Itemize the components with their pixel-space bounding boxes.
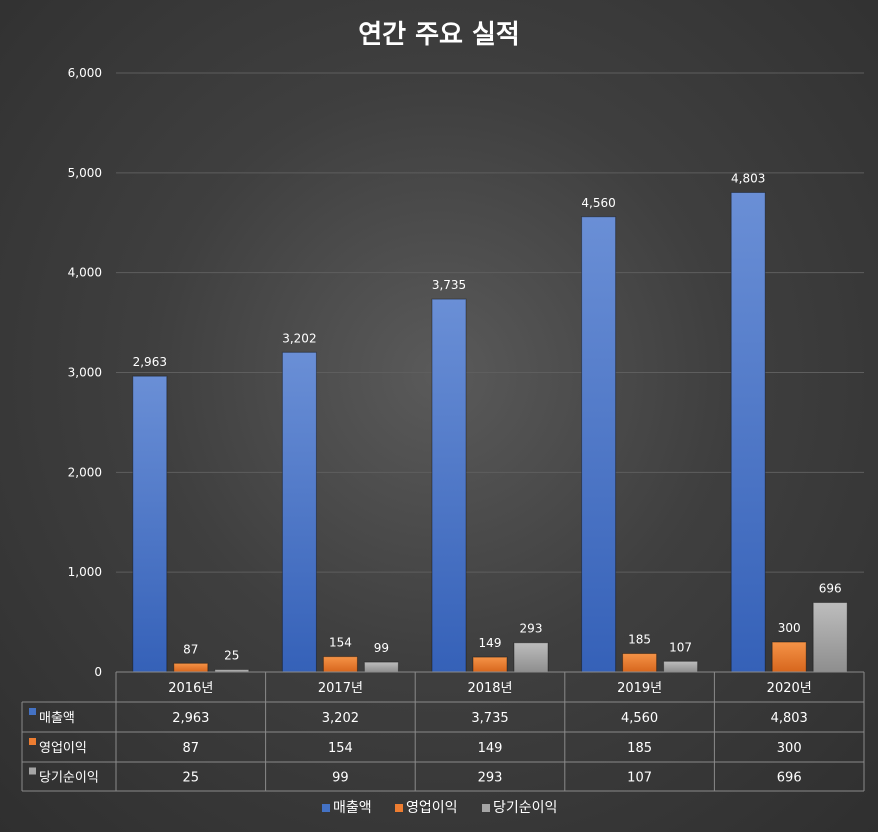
legend-key-net-income xyxy=(482,804,490,812)
table-legend-key-operating-profit xyxy=(29,738,36,745)
table-series-name-sales: 매출액 xyxy=(39,711,75,726)
chart-title: 연간 주요 실적 xyxy=(358,20,520,50)
data-label-net-income: 107 xyxy=(669,640,692,654)
y-tick-label: 6,000 xyxy=(68,66,102,80)
table-cell: 4,803 xyxy=(771,711,808,726)
bar-sales xyxy=(281,351,317,673)
table-cell: 696 xyxy=(777,771,802,786)
bar-net-income xyxy=(513,642,549,673)
table-cell: 99 xyxy=(332,771,349,786)
y-tick-label: 1,000 xyxy=(68,565,102,579)
bar-sales xyxy=(431,298,467,673)
category-label: 2020년 xyxy=(767,681,812,696)
bar-sales xyxy=(581,216,617,673)
data-labels: 2,963 87 25 3,202 154 99 3,735 149 293 4,560 185 10… xyxy=(133,172,842,663)
category-label: 2019년 xyxy=(617,681,662,696)
category-label: 2018년 xyxy=(467,681,512,696)
table-cell: 87 xyxy=(183,741,200,756)
bar-operating-profit xyxy=(173,662,209,673)
y-tick-label: 0 xyxy=(94,665,102,679)
table-series-name-operating-profit: 영업이익 xyxy=(39,741,87,756)
table-series-name-net-income: 당기순이익 xyxy=(39,771,99,786)
data-label-operating-profit: 300 xyxy=(778,621,801,635)
data-label-net-income: 696 xyxy=(819,582,842,596)
bar-net-income xyxy=(812,602,848,673)
table-cell: 25 xyxy=(183,771,200,786)
table-cell: 149 xyxy=(478,741,503,756)
bar-sales xyxy=(132,375,168,673)
bar-net-income xyxy=(663,660,699,673)
bar-operating-profit xyxy=(322,656,358,673)
legend-key-sales xyxy=(322,804,330,812)
data-label-sales: 2,963 xyxy=(133,355,167,369)
data-label-sales: 3,735 xyxy=(432,278,466,292)
legend-label-net-income: 당기순이익 xyxy=(493,800,557,816)
table-cell: 185 xyxy=(627,741,652,756)
bar-operating-profit xyxy=(622,653,658,673)
data-label-sales: 4,560 xyxy=(581,196,615,210)
data-label-operating-profit: 87 xyxy=(183,642,198,656)
y-tick-label: 2,000 xyxy=(68,465,102,479)
data-label-net-income: 25 xyxy=(224,649,239,663)
y-axis-tick-labels: 0 1,000 2,000 3,000 4,000 5,000 6,000 xyxy=(68,66,102,679)
legend-label-operating-profit: 영업이익 xyxy=(406,800,458,816)
bar-net-income xyxy=(363,661,399,673)
table-cell: 154 xyxy=(328,741,353,756)
table-cell: 4,560 xyxy=(621,711,658,726)
y-tick-label: 5,000 xyxy=(68,166,102,180)
category-label: 2016년 xyxy=(168,681,213,696)
table-cell: 3,735 xyxy=(471,711,508,726)
table-legend-key-net-income xyxy=(29,767,36,775)
table-cell: 3,202 xyxy=(322,711,359,726)
bar-operating-profit xyxy=(771,641,807,673)
table-legend-key-sales xyxy=(29,708,36,715)
data-label-operating-profit: 154 xyxy=(329,636,352,650)
table-cell: 2,963 xyxy=(172,711,209,726)
data-label-sales: 3,202 xyxy=(282,331,316,345)
table-cell: 107 xyxy=(627,771,652,786)
bar-operating-profit xyxy=(472,656,508,673)
legend: 매출액 영업이익 당기순이익 xyxy=(322,800,557,816)
bar-sales xyxy=(730,192,766,673)
legend-label-sales: 매출액 xyxy=(333,800,372,816)
data-label-net-income: 99 xyxy=(374,641,389,655)
data-label-sales: 4,803 xyxy=(731,172,765,186)
category-label: 2017년 xyxy=(318,681,363,696)
legend-key-operating-profit xyxy=(395,804,403,812)
y-tick-label: 4,000 xyxy=(68,266,102,280)
bars xyxy=(132,192,848,673)
table-cell: 300 xyxy=(777,741,802,756)
data-label-operating-profit: 185 xyxy=(628,633,651,647)
data-label-net-income: 293 xyxy=(520,622,543,636)
data-label-operating-profit: 149 xyxy=(479,636,502,650)
table-cell: 293 xyxy=(478,771,503,786)
y-tick-label: 3,000 xyxy=(68,366,102,380)
